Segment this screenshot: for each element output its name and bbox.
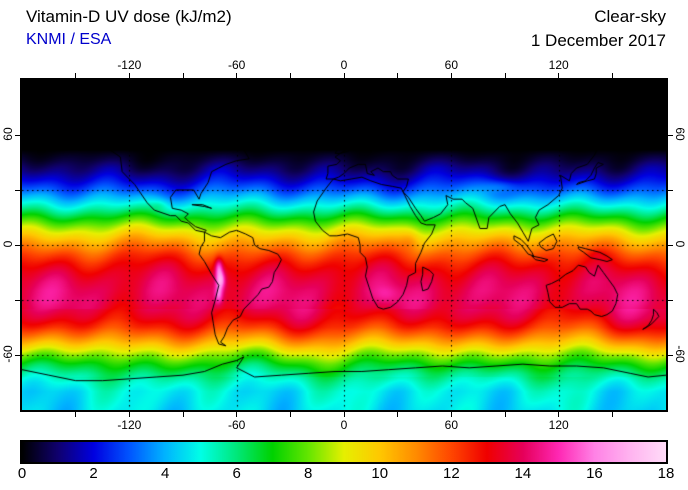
date-label: 1 December 2017 [530,31,666,50]
lon-label-bottom: 0 [340,418,348,432]
lon-label-top: 0 [340,58,348,72]
page-title: Vitamin-D UV dose (kJ/m2) [26,7,232,26]
lon-tick-top [611,73,613,78]
map-frame [20,78,668,412]
lat-tick-right [668,244,673,246]
lon-label-top: -60 [227,58,246,72]
colorbar-tick-label: 4 [160,465,170,482]
lon-tick-bottom [236,412,238,417]
colorbar-tick-label: 12 [442,465,460,482]
colorbar-tick-label: 6 [232,465,241,482]
lon-tick-top [128,73,130,78]
lon-tick-top [397,73,399,78]
lon-label-top: 120 [548,58,569,72]
condition-label: Clear-sky [594,7,666,26]
lon-label-top: -120 [117,58,142,72]
colorbar-tick-label: 16 [586,465,603,482]
lat-label-left: 0 [1,240,15,248]
lat-tick-left [15,189,20,191]
lat-tick-right [668,299,673,301]
lat-tick-left [15,244,20,246]
colorbar-tick-label: 14 [514,465,532,482]
lon-tick-bottom [289,412,291,417]
lon-tick-bottom [128,412,130,417]
lon-tick-top [289,73,291,78]
lon-tick-bottom [558,412,560,417]
colorbar-frame [20,440,668,464]
lat-tick-right [668,354,673,356]
colorbar-tick-label: 10 [371,465,389,482]
lon-label-bottom: -60 [227,418,246,432]
source-credit: KNMI / ESA [26,31,112,48]
lat-label-right: 60 [673,127,687,141]
lon-tick-bottom [504,412,506,417]
lat-label-right: 0 [673,240,687,248]
colorbar-tick-label: 0 [17,465,27,482]
lat-tick-left [15,354,20,356]
colorbar-tick-label: 8 [304,465,313,482]
lon-tick-top [558,73,560,78]
colorbar-tick-label: 2 [89,465,98,482]
lat-label-left: 60 [1,127,15,141]
lat-tick-right [668,134,673,136]
lon-label-bottom: 60 [444,418,458,432]
uv-dose-world-map [22,80,666,410]
lon-label-bottom: -120 [117,418,142,432]
lon-tick-bottom [182,412,184,417]
lat-tick-left [15,299,20,301]
lon-label-bottom: 120 [548,418,569,432]
colorbar-gradient [22,442,666,462]
lon-label-top: 60 [444,58,458,72]
colorbar-tick-label: 18 [657,465,675,482]
lon-tick-top [450,73,452,78]
lon-tick-bottom [75,412,77,417]
lat-label-right: -60 [673,345,687,363]
lon-tick-bottom [450,412,452,417]
lat-tick-left [15,134,20,136]
lon-tick-top [182,73,184,78]
lon-tick-bottom [397,412,399,417]
lon-tick-top [343,73,345,78]
lon-tick-bottom [343,412,345,417]
lat-label-left: -60 [1,345,15,363]
lon-tick-bottom [611,412,613,417]
lat-tick-right [668,189,673,191]
lon-tick-top [75,73,77,78]
lon-tick-top [504,73,506,78]
lon-tick-top [236,73,238,78]
